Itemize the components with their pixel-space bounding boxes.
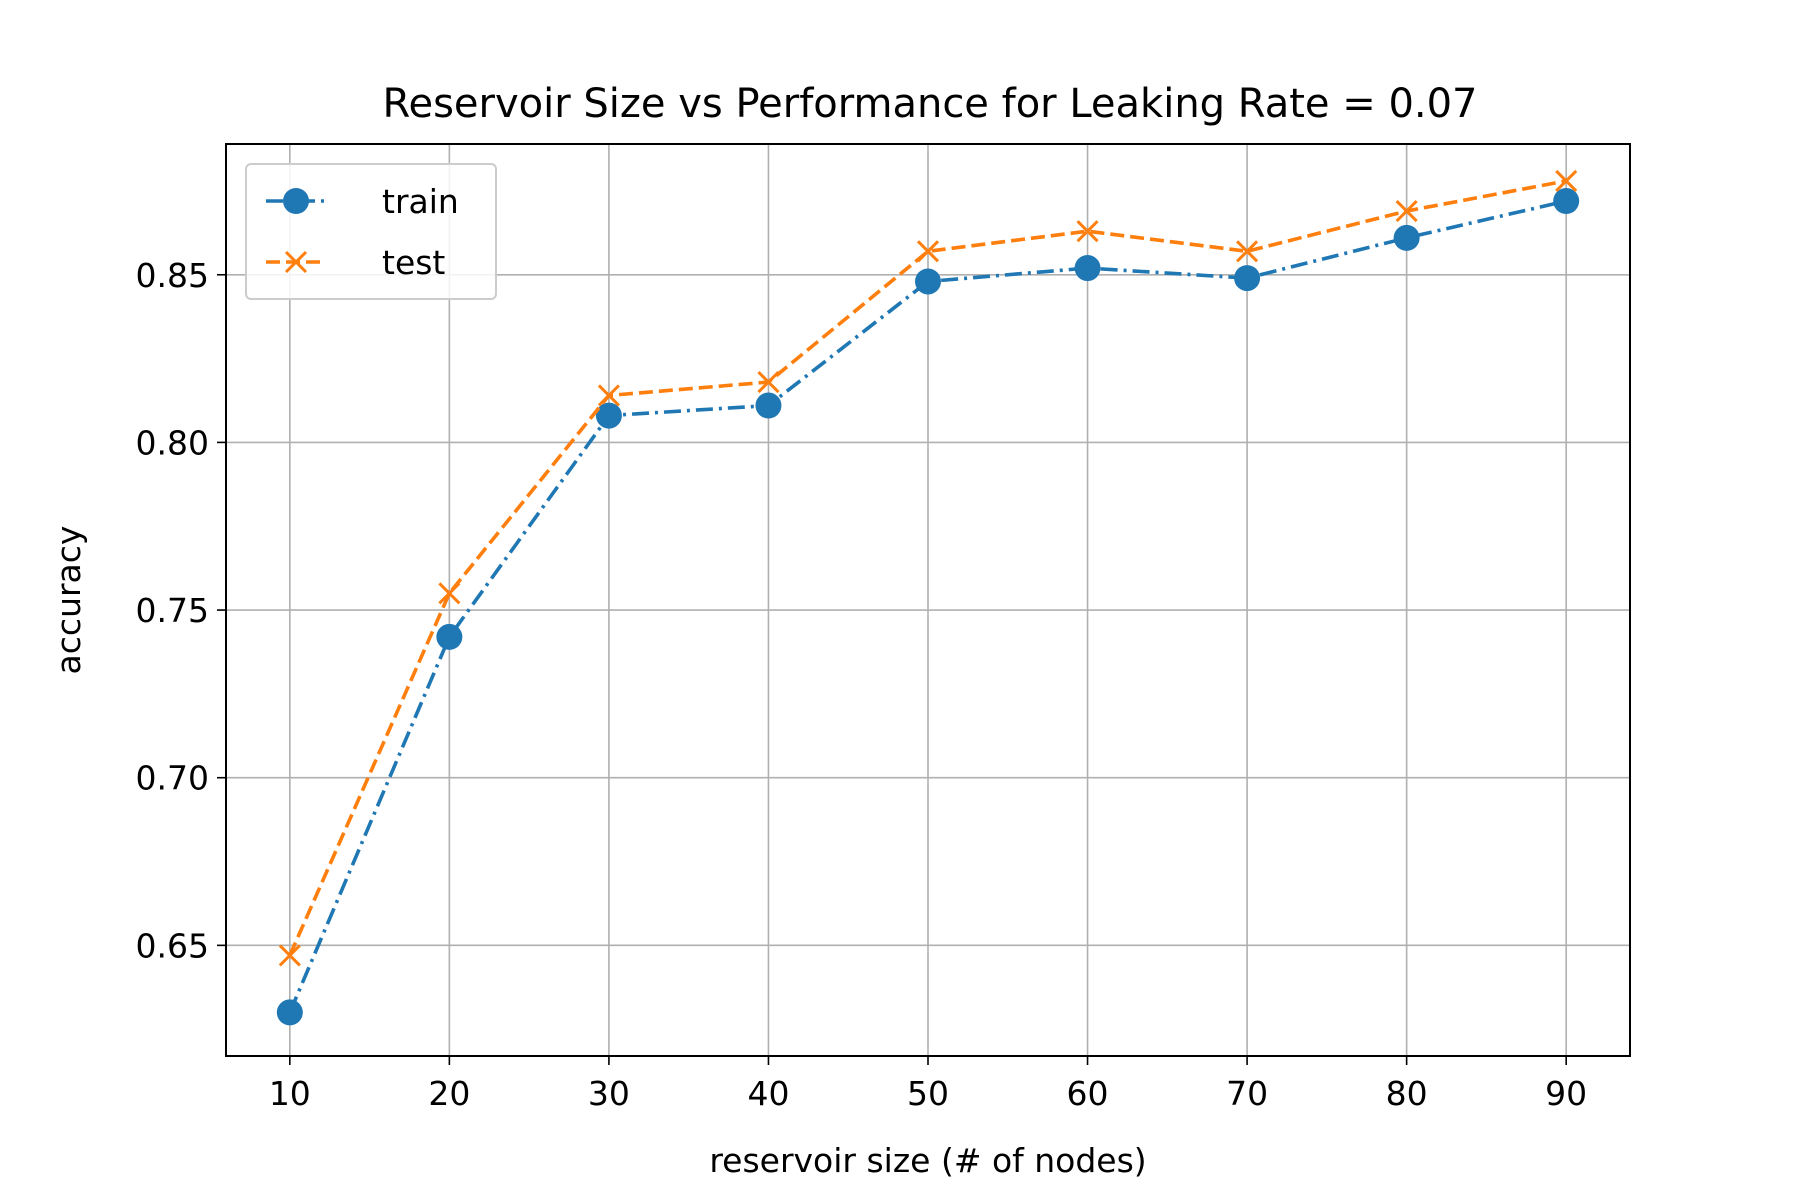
legend-label-test: test — [382, 243, 445, 282]
data-point-train — [915, 268, 941, 295]
x-axis-label: reservoir size (# of nodes) — [709, 1141, 1146, 1180]
series-test — [278, 169, 1578, 967]
y-tick-label: 0.65 — [136, 926, 209, 965]
data-point-test — [278, 944, 301, 967]
y-tick-label: 0.75 — [136, 591, 209, 630]
ticks: 10 20 30 40 50 60 70 80 90 0.65 0.70 0.75 0.80 0.85 — [136, 256, 1588, 1113]
legend-entry-test: test — [266, 243, 445, 282]
data-point-train — [436, 623, 463, 650]
data-point-test — [1555, 169, 1578, 192]
x-tick-label: 40 — [747, 1074, 789, 1113]
y-axis-label: accuracy — [49, 526, 88, 675]
x-tick-label: 60 — [1067, 1074, 1109, 1113]
data-point-train — [595, 402, 622, 429]
chart-title: Reservoir Size vs Performance for Leakin… — [382, 81, 1477, 127]
series-layer — [276, 169, 1580, 1026]
y-tick-label: 0.70 — [136, 759, 209, 798]
legend-marker-test — [284, 250, 308, 274]
x-tick-label: 30 — [588, 1074, 630, 1113]
series-line-test — [288, 179, 1567, 957]
data-point-train — [1393, 224, 1420, 251]
legend-entry-train: train — [266, 182, 459, 221]
x-tick-label: 90 — [1545, 1074, 1587, 1113]
data-point-test — [1076, 220, 1099, 243]
data-point-train — [755, 392, 782, 419]
series-line-train — [288, 199, 1567, 1014]
data-point-test — [438, 582, 461, 605]
data-point-test — [757, 370, 780, 394]
data-point-test — [1236, 240, 1259, 263]
data-point-test — [597, 384, 620, 407]
legend-label-train: train — [382, 182, 459, 221]
x-tick-label: 80 — [1386, 1074, 1428, 1113]
data-point-train — [276, 999, 303, 1026]
data-point-train — [1074, 255, 1101, 282]
data-point-test — [1395, 199, 1418, 223]
x-tick-label: 50 — [907, 1074, 949, 1113]
legend: train test — [245, 163, 497, 300]
x-tick-label: 20 — [428, 1074, 470, 1113]
series-train — [276, 188, 1580, 1026]
x-tick-label: 10 — [269, 1074, 311, 1113]
y-tick-label: 0.80 — [136, 423, 209, 462]
data-point-train — [1234, 265, 1261, 292]
x-tick-label: 70 — [1226, 1074, 1268, 1113]
data-point-train — [1553, 188, 1580, 214]
legend-marker-train — [283, 188, 309, 214]
y-tick-label: 0.85 — [136, 256, 209, 295]
data-point-test — [916, 240, 940, 263]
